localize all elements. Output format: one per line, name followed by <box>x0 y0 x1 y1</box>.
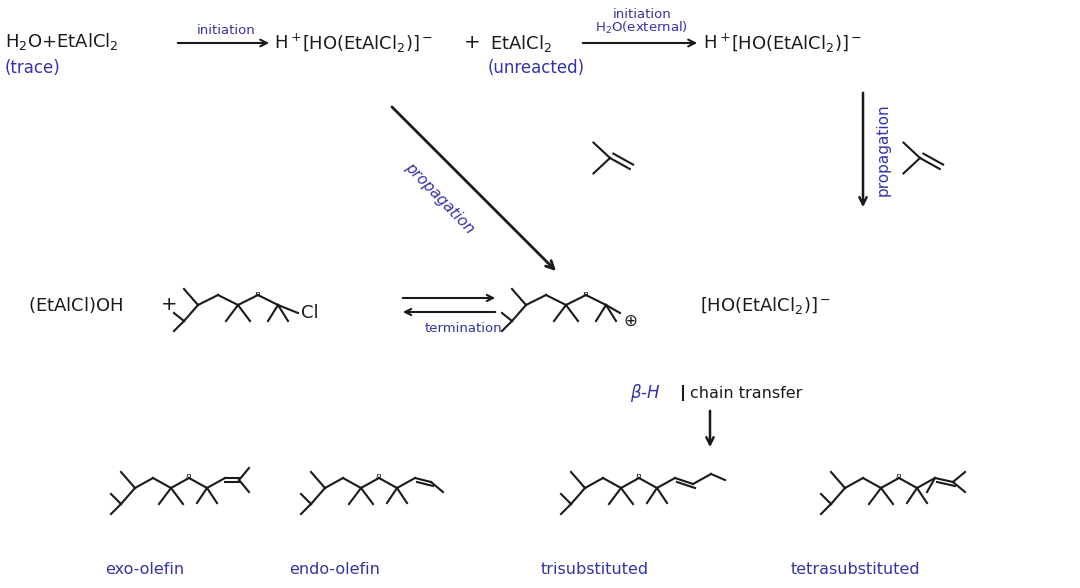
Text: $\mathrm{H_2O(external)}$: $\mathrm{H_2O(external)}$ <box>595 20 688 36</box>
Text: $\mathrm{H^+}$: $\mathrm{H^+}$ <box>703 34 730 53</box>
Text: $\beta$-H: $\beta$-H <box>630 382 661 404</box>
Text: (unreacted): (unreacted) <box>488 59 585 77</box>
Text: chain transfer: chain transfer <box>690 386 802 400</box>
Text: $_n$: $_n$ <box>582 287 590 300</box>
Text: Cl: Cl <box>301 304 319 322</box>
Text: $_n$: $_n$ <box>635 469 643 482</box>
Text: $+$: $+$ <box>160 296 176 315</box>
Text: $\mathrm{[HO(EtAlCl_2)]^-}$: $\mathrm{[HO(EtAlCl_2)]^-}$ <box>731 32 862 54</box>
Text: $\mathrm{(EtAlCl)OH}$: $\mathrm{(EtAlCl)OH}$ <box>28 295 123 315</box>
Text: initiation: initiation <box>613 8 672 22</box>
Text: trisubstituted: trisubstituted <box>541 563 649 577</box>
Text: $_n$: $_n$ <box>255 287 261 300</box>
Text: $_n$: $_n$ <box>186 469 192 482</box>
Text: $\mathrm{EtAlCl_2}$: $\mathrm{EtAlCl_2}$ <box>490 32 552 54</box>
Text: termination: termination <box>426 322 502 335</box>
Text: (trace): (trace) <box>5 59 60 77</box>
Text: $\oplus$: $\oplus$ <box>623 312 637 330</box>
Text: initiation: initiation <box>197 24 256 36</box>
Text: $\mathrm{H_2O{+}EtAlCl_2}$: $\mathrm{H_2O{+}EtAlCl_2}$ <box>5 32 119 52</box>
Text: propagation: propagation <box>403 159 477 236</box>
Text: $+$: $+$ <box>463 34 480 52</box>
Text: $_n$: $_n$ <box>895 469 903 482</box>
Text: $\mathrm{[HO(EtAlCl_2)]^-}$: $\mathrm{[HO(EtAlCl_2)]^-}$ <box>302 32 433 54</box>
Text: endo-olefin: endo-olefin <box>289 563 380 577</box>
Text: $\mathrm{H^+}$: $\mathrm{H^+}$ <box>274 34 301 53</box>
Text: $_n$: $_n$ <box>376 469 382 482</box>
Text: $\mathrm{[HO(EtAlCl_2)]^-}$: $\mathrm{[HO(EtAlCl_2)]^-}$ <box>700 295 832 316</box>
Text: propagation: propagation <box>876 103 891 196</box>
Text: tetrasubstituted: tetrasubstituted <box>791 563 920 577</box>
Text: exo-olefin: exo-olefin <box>106 563 185 577</box>
